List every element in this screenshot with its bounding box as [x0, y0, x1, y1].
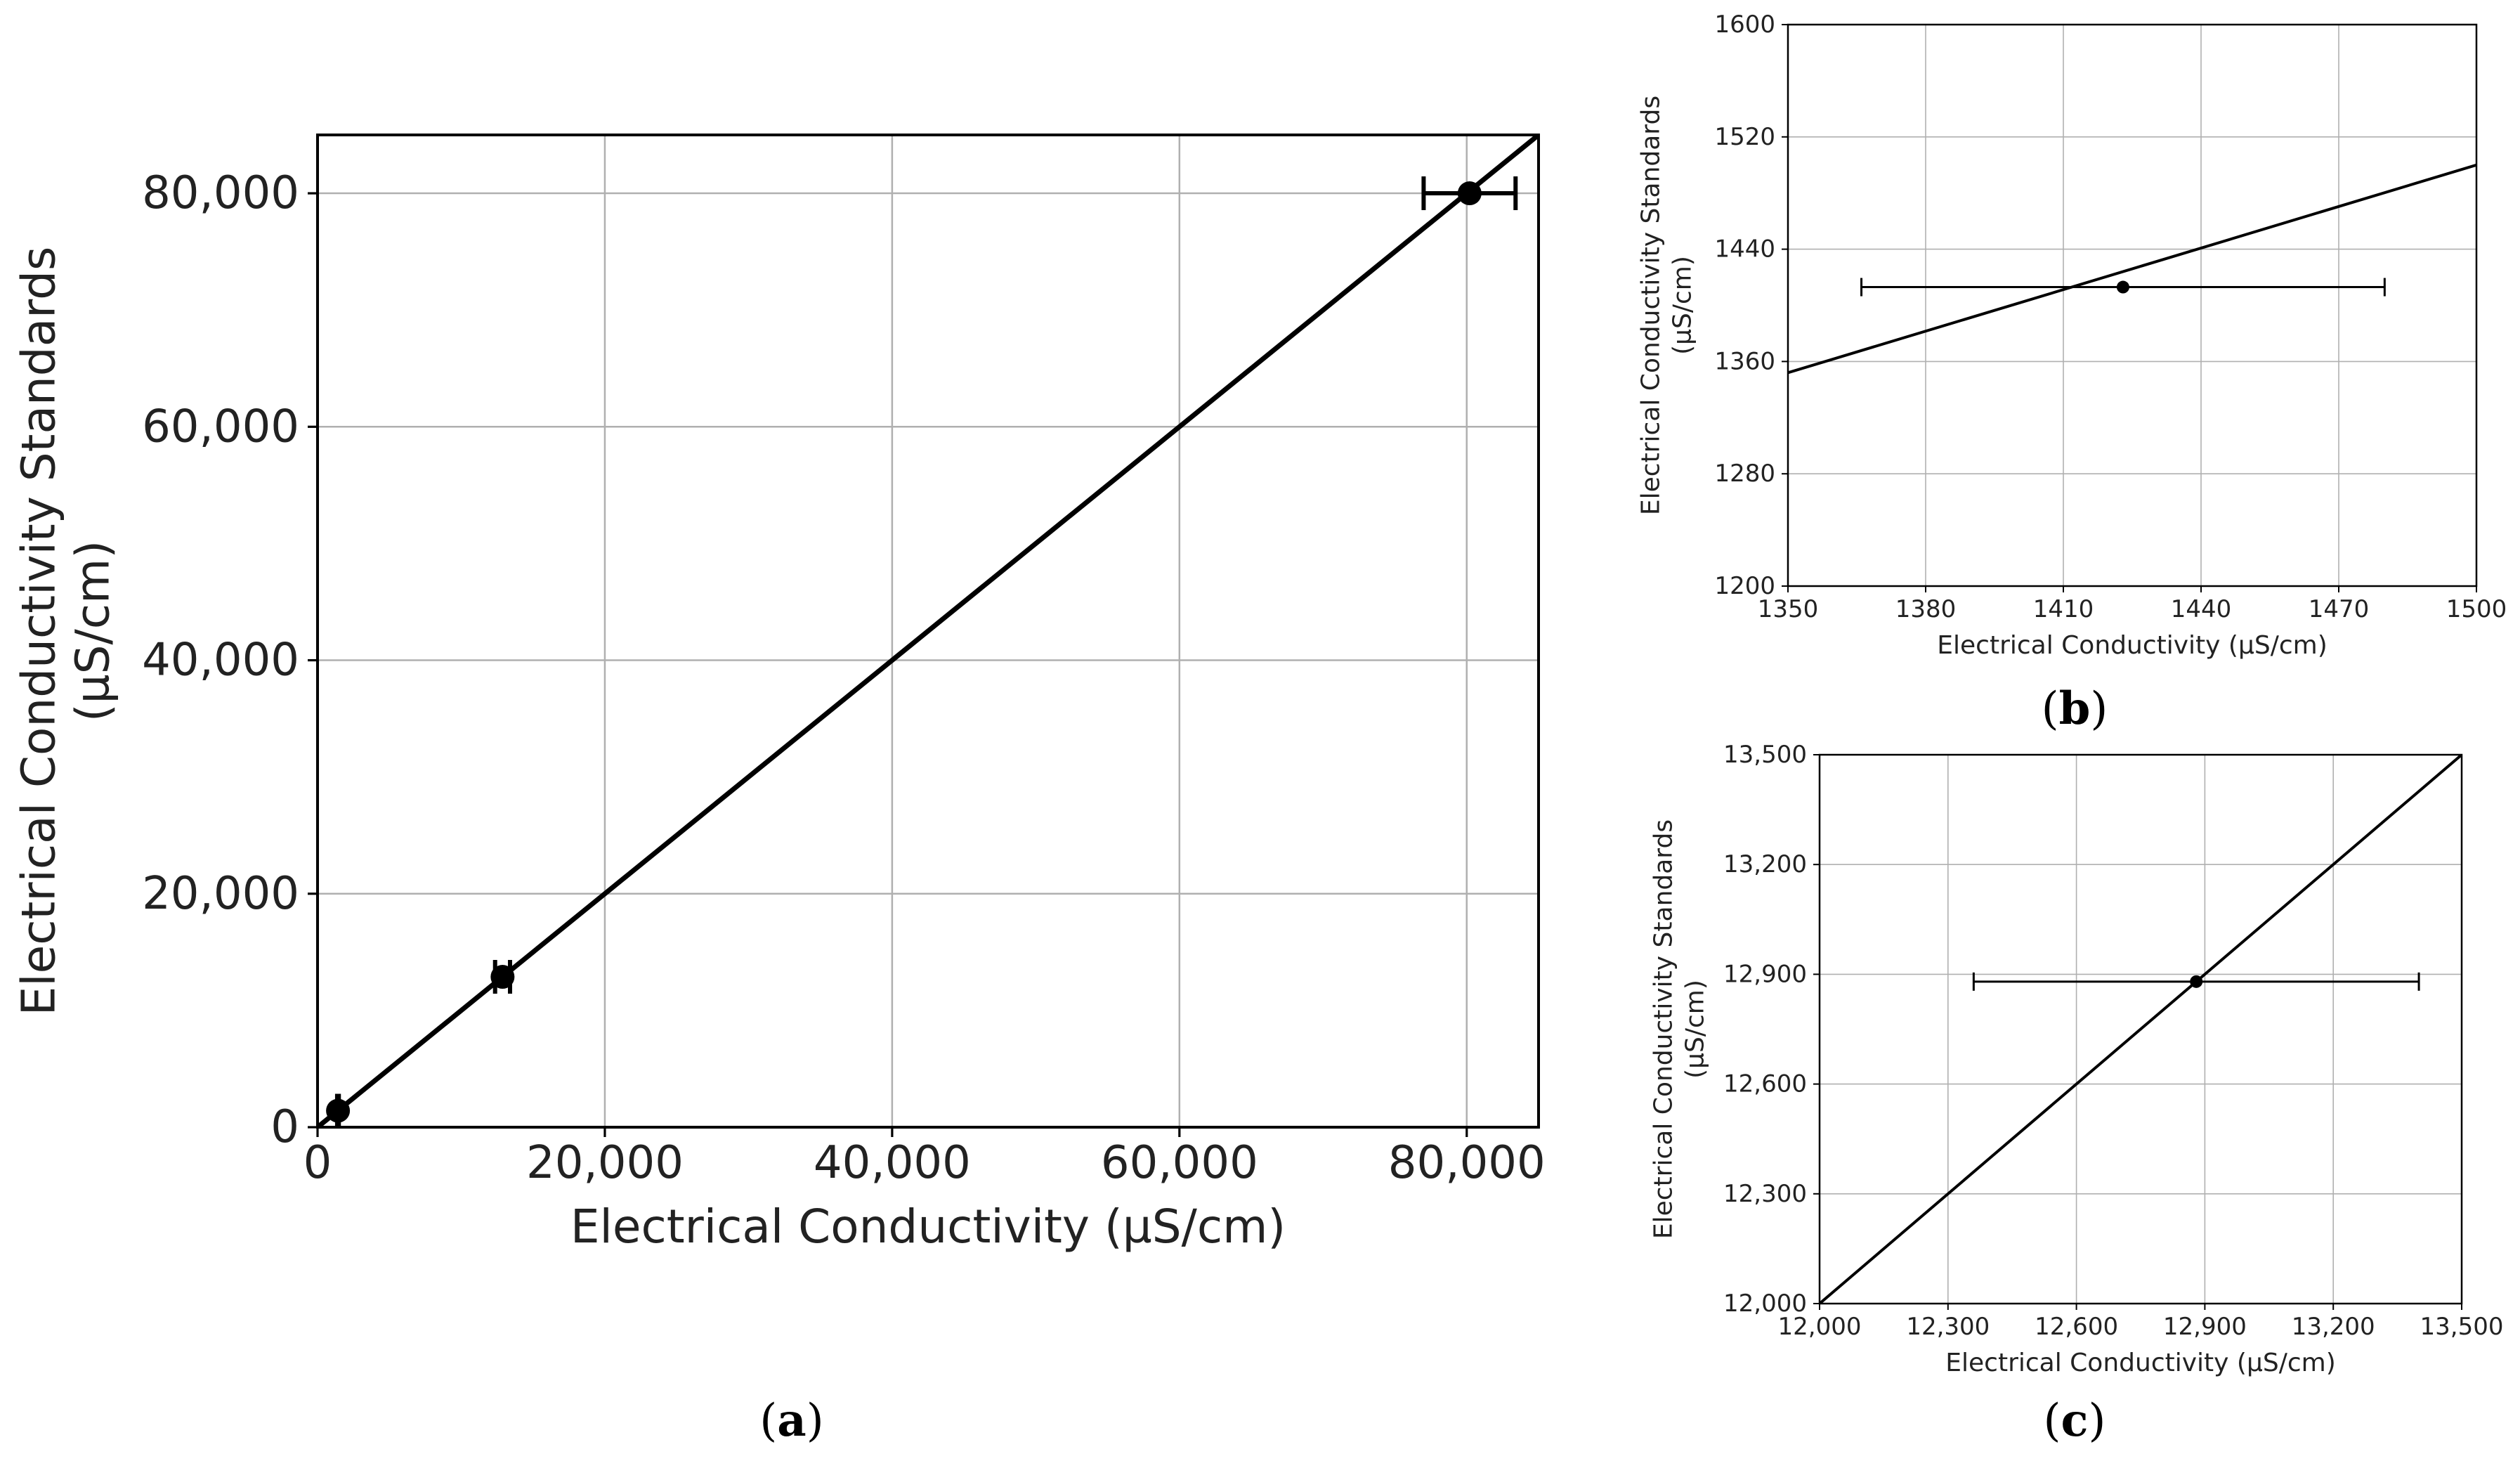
panel-b-y-axis-label-line-0: Electrical Conductivity Standards	[1637, 96, 1666, 515]
panel-b-data-point-0	[2116, 280, 2129, 294]
panel-b-xtick-label-4: 1470	[2309, 595, 2370, 623]
panel-a-ytick-label-0: 0	[270, 1101, 299, 1153]
panel-a-data-point-1	[490, 965, 515, 989]
panel-c-xtick-label-4: 13,200	[2292, 1313, 2375, 1341]
panel-a-xtick-label-3: 60,000	[1101, 1137, 1258, 1189]
panel-a-caption: (a)	[759, 1394, 823, 1447]
panel-b-plot-frame	[1787, 23, 2478, 587]
panel-c-plot-frame	[1818, 753, 2463, 1305]
panel-b-chart: 1350 1380 1410 1440 1470 1500 1200 1280 1360 1440…	[1637, 11, 2507, 660]
panel-c-ytick-label-2: 12,600	[1723, 1070, 1807, 1098]
panel-b-caption: (b)	[2042, 682, 2108, 735]
panel-b-xtick-label-2: 1410	[2033, 595, 2094, 623]
panel-a-xtick-label-1: 20,000	[526, 1137, 684, 1189]
panel-c-xtick-label-2: 12,600	[2035, 1313, 2118, 1341]
panel-a-chart: 0 20,000 40,000 60,000 80,000 0 20,000 40,000 60…	[12, 134, 1546, 1254]
panel-a-xtick-label-4: 80,000	[1388, 1137, 1546, 1189]
panel-c-ytick-label-3: 12,900	[1723, 960, 1807, 988]
panel-c-y-axis-label-line-0: Electrical Conductivity Standards	[1650, 819, 1678, 1239]
panel-a-y-axis-label-line-1: (µS/cm)	[66, 540, 120, 722]
panel-a-ytick-label-2: 40,000	[142, 635, 299, 687]
panel-a-xtick-label-2: 40,000	[814, 1137, 971, 1189]
panel-b-y-axis-label-line-1: (µS/cm)	[1669, 256, 1697, 355]
panel-b-ytick-label-5: 1600	[1714, 11, 1775, 39]
panel-b-xtick-label-1: 1380	[1895, 595, 1957, 623]
panel-c-ytick-label-1: 12,300	[1723, 1180, 1807, 1208]
panel-a-plot-frame	[316, 134, 1540, 1129]
panel-c-caption: (c)	[2044, 1394, 2106, 1447]
panel-b-ytick-label-4: 1520	[1714, 123, 1775, 151]
panel-c-xtick-label-0: 12,000	[1778, 1313, 1862, 1341]
panel-c-chart: 12,000 12,300 12,600 12,900 13,200 13,500 12,0…	[1650, 741, 2504, 1377]
panel-b-ytick-label-1: 1280	[1714, 460, 1775, 488]
panel-b-x-axis-label: Electrical Conductivity (µS/cm)	[1937, 631, 2327, 660]
panel-a-ytick-label-3: 60,000	[142, 401, 299, 453]
panel-a-ytick-label-4: 80,000	[142, 167, 299, 219]
panel-a-xtick-label-0: 0	[303, 1137, 332, 1189]
panel-c-xtick-label-1: 12,300	[1906, 1313, 1990, 1341]
panel-c-xtick-label-3: 12,900	[2163, 1313, 2247, 1341]
panel-c-ytick-label-4: 13,200	[1723, 850, 1807, 878]
panel-a-series-line	[318, 135, 1539, 1127]
panel-c-ytick-label-0: 12,000	[1723, 1290, 1807, 1318]
panel-b-xtick-label-5: 1500	[2446, 595, 2507, 623]
panel-c-x-axis-label: Electrical Conductivity (µS/cm)	[1945, 1349, 2335, 1377]
panel-b-ytick-label-2: 1360	[1714, 347, 1775, 375]
panel-a-ytick-label-1: 20,000	[142, 868, 299, 920]
panel-b-xtick-label-3: 1440	[2171, 595, 2232, 623]
panel-a-data-point-2	[1457, 181, 1482, 206]
panel-a-x-axis-label: Electrical Conductivity (µS/cm)	[570, 1200, 1286, 1254]
panel-b-ytick-label-0: 1200	[1714, 572, 1775, 600]
panel-a-data-point-0	[326, 1098, 351, 1123]
panel-b-ytick-label-3: 1440	[1714, 235, 1775, 264]
panel-c-xtick-label-5: 13,500	[2420, 1313, 2504, 1341]
panel-b-xtick-label-0: 1350	[1758, 595, 1819, 623]
panel-c-y-axis-label-line-1: (µS/cm)	[1681, 980, 1710, 1079]
panel-b-series-line	[1788, 163, 2476, 375]
panel-a-y-axis-label-line-0: Electrical Conductivity Standards	[12, 247, 66, 1016]
panel-c-ytick-label-5: 13,500	[1723, 741, 1807, 769]
panel-c-data-point-0	[2190, 975, 2203, 988]
panel-c-series-line	[1820, 755, 2462, 1304]
